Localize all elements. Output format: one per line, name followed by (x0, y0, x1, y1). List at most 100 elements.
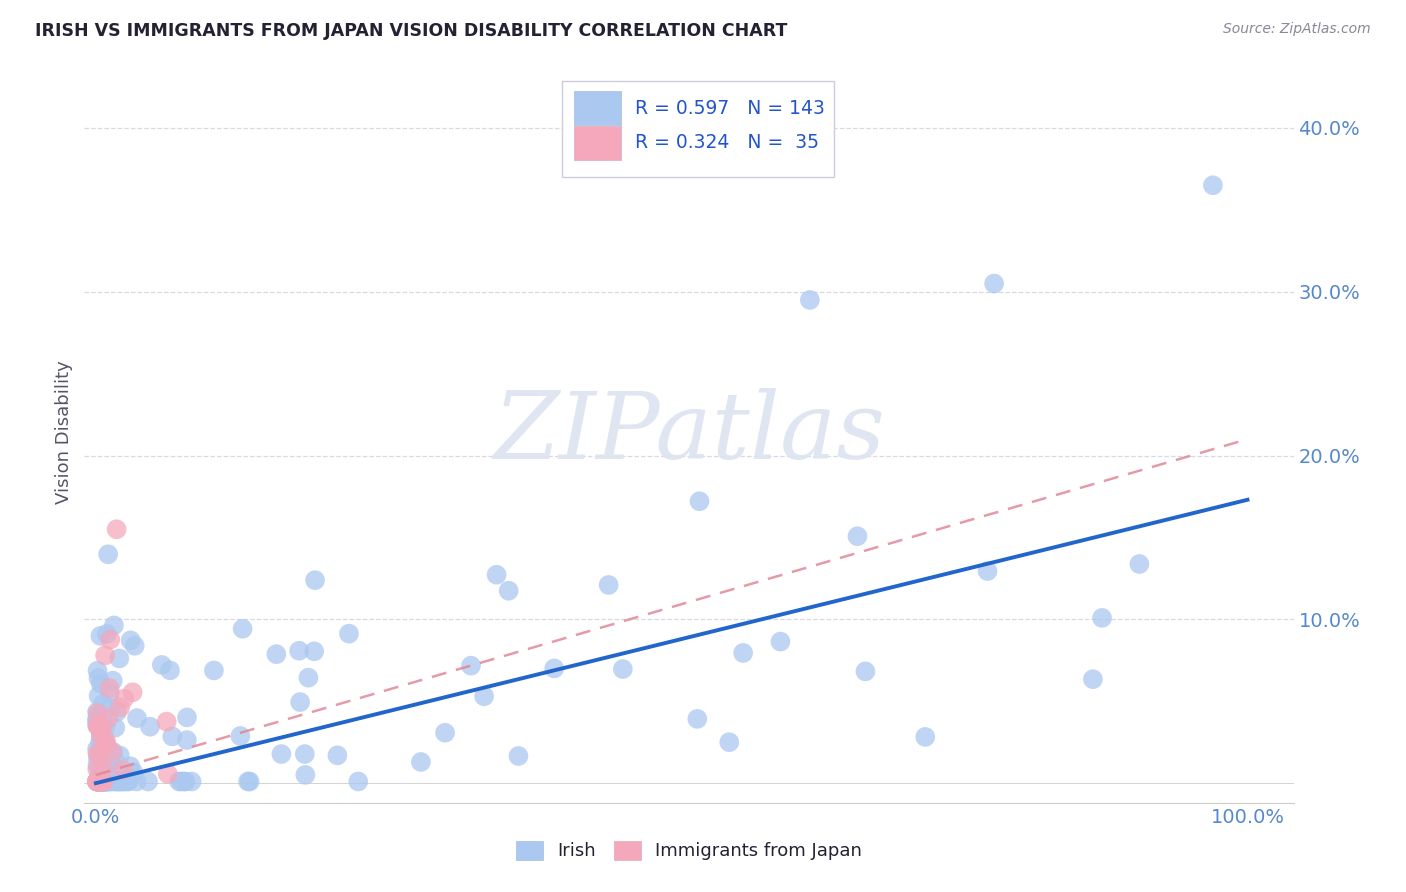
Point (86, 705, 108, 719)
Point (90, 774, 112, 789)
Point (101, 760, 124, 774)
Point (91, 697, 114, 711)
Point (87, 689, 110, 703)
Point (150, 657, 173, 672)
Legend: Irish, Immigrants from Japan: Irish, Immigrants from Japan (516, 841, 862, 861)
Point (87, 706, 110, 721)
Point (93, 731, 115, 745)
Point (86, 714, 108, 729)
Point (86, 774, 108, 789)
Point (239, 774, 262, 789)
Point (855, 665, 877, 679)
Point (87, 772, 110, 787)
Point (1128, 557, 1150, 571)
Point (96, 774, 118, 789)
Text: ZIPatlas: ZIPatlas (494, 388, 884, 477)
Point (1091, 611, 1114, 625)
Point (86, 717, 108, 731)
Point (90, 724, 112, 739)
Point (125, 711, 148, 725)
Point (86, 719, 108, 733)
Point (101, 745, 124, 759)
Point (612, 662, 634, 676)
Point (98, 774, 121, 789)
Point (86, 762, 108, 776)
Point (121, 685, 143, 699)
Point (86, 718, 108, 732)
Point (89, 774, 111, 789)
Point (409, 755, 432, 769)
Point (87, 774, 110, 789)
Point (508, 749, 530, 764)
Point (236, 774, 259, 789)
FancyBboxPatch shape (562, 81, 834, 178)
Point (94, 774, 117, 789)
Point (689, 494, 711, 508)
Point (91, 774, 114, 789)
Point (173, 774, 195, 789)
Point (302, 644, 325, 658)
Point (101, 774, 124, 789)
Point (112, 774, 135, 789)
Point (94, 648, 117, 663)
Point (294, 747, 316, 761)
Point (86, 774, 108, 789)
Text: IRISH VS IMMIGRANTS FROM JAPAN VISION DISABILITY CORRELATION CHART: IRISH VS IMMIGRANTS FROM JAPAN VISION DI… (35, 22, 787, 40)
Point (93, 774, 115, 789)
Point (86, 747, 108, 761)
Point (86, 774, 108, 789)
Point (108, 748, 131, 763)
Point (89, 774, 111, 789)
Point (90, 731, 112, 746)
Point (86, 712, 108, 726)
Point (87, 774, 110, 789)
Point (89, 722, 111, 736)
Point (90, 774, 112, 789)
Point (89, 754, 111, 768)
Point (983, 277, 1005, 291)
Point (485, 567, 508, 582)
Point (89, 748, 111, 763)
Point (93, 774, 115, 789)
Point (91, 774, 114, 789)
Text: R = 0.597   N = 143: R = 0.597 N = 143 (634, 99, 824, 118)
Point (117, 774, 139, 789)
Point (136, 774, 159, 789)
Point (86, 664, 108, 678)
Point (799, 293, 821, 307)
Point (96, 774, 118, 789)
Point (104, 774, 127, 789)
Point (91, 719, 114, 733)
Point (90, 722, 112, 736)
Point (434, 725, 457, 739)
Point (97, 774, 120, 789)
Point (337, 626, 360, 640)
Point (91, 774, 114, 789)
Point (733, 646, 755, 660)
Point (122, 765, 145, 780)
Point (89, 774, 111, 789)
Point (108, 700, 131, 714)
Point (103, 745, 125, 759)
Point (87, 671, 110, 685)
Point (87, 709, 110, 723)
Point (101, 673, 124, 688)
Point (93, 774, 115, 789)
Point (87, 774, 110, 789)
Point (86, 774, 108, 789)
Point (294, 768, 316, 782)
Point (976, 564, 998, 578)
Point (87, 750, 110, 764)
Point (472, 690, 495, 704)
Point (120, 759, 142, 773)
Point (93, 774, 115, 789)
Point (914, 730, 936, 744)
Point (288, 695, 311, 709)
Point (86, 757, 108, 772)
Point (90, 729, 112, 743)
Point (97, 547, 120, 561)
Point (89, 744, 111, 758)
Point (97, 711, 120, 725)
Point (125, 774, 148, 789)
Point (229, 729, 252, 743)
